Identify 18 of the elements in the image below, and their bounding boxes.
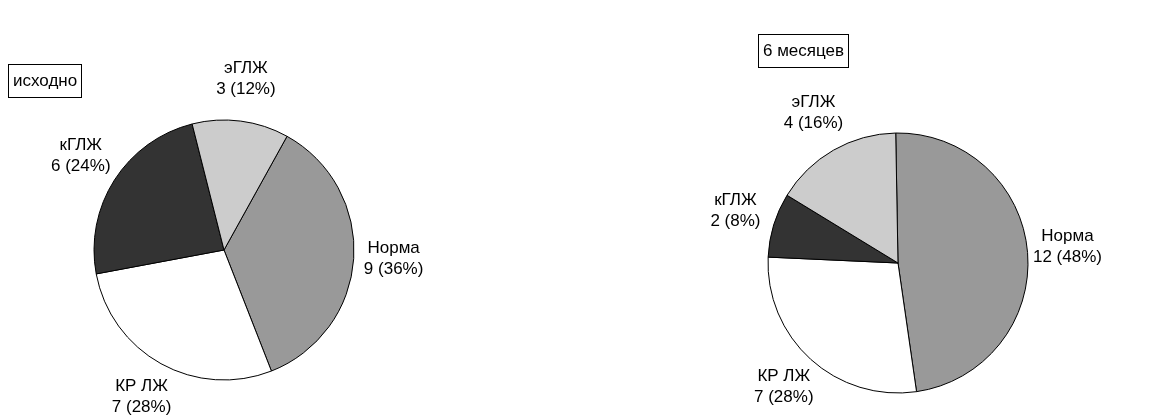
- data-label: 7 (28%): [754, 386, 814, 406]
- data-label: 3 (12%): [216, 79, 276, 99]
- chart-title: 6 месяцев: [758, 34, 850, 68]
- data-label: 2 (8%): [710, 211, 761, 231]
- data-label: 9 (36%): [363, 259, 424, 279]
- data-label: 12 (48%): [1032, 247, 1102, 267]
- data-label: 6 (24%): [51, 156, 111, 176]
- slice-label: кГЛЖ: [714, 190, 757, 210]
- slice-label: КР ЛЖ: [757, 365, 811, 385]
- slice-label: Норма: [1041, 226, 1095, 246]
- slice-label: КР ЛЖ: [115, 375, 169, 395]
- data-label: 7 (28%): [111, 396, 172, 416]
- slice-label: эГЛЖ: [224, 58, 269, 78]
- slice-label: Норма: [367, 238, 421, 258]
- slice-label: кГЛЖ: [59, 135, 103, 155]
- data-label: 4 (16%): [783, 113, 844, 133]
- text: исходно: [8, 64, 83, 98]
- slice-label: эГЛЖ: [791, 92, 836, 112]
